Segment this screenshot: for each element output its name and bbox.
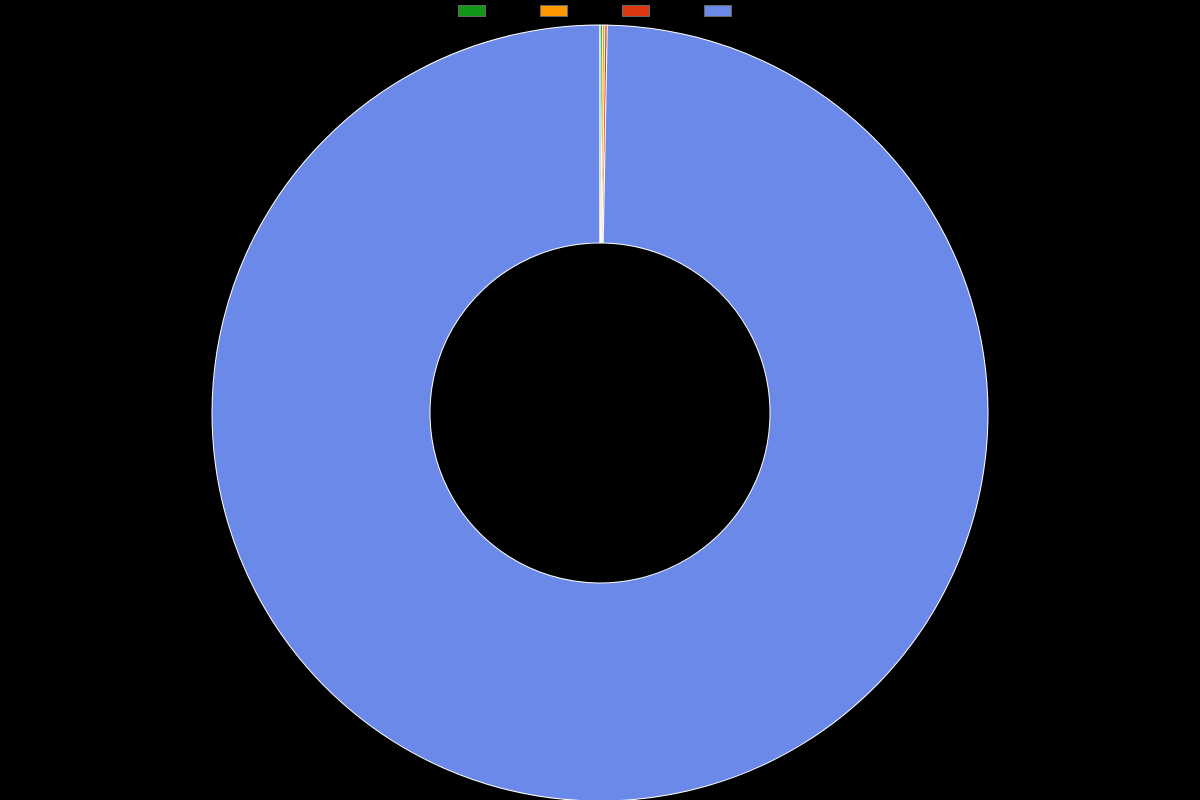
legend-item-2[interactable] bbox=[622, 5, 660, 17]
legend-item-3[interactable] bbox=[704, 5, 742, 17]
legend-swatch-3 bbox=[704, 5, 732, 17]
donut-chart bbox=[0, 0, 1200, 800]
legend-swatch-2 bbox=[622, 5, 650, 17]
legend-item-0[interactable] bbox=[458, 5, 496, 17]
legend-swatch-0 bbox=[458, 5, 486, 17]
legend bbox=[0, 5, 1200, 17]
legend-item-1[interactable] bbox=[540, 5, 578, 17]
legend-swatch-1 bbox=[540, 5, 568, 17]
chart-container bbox=[0, 0, 1200, 800]
